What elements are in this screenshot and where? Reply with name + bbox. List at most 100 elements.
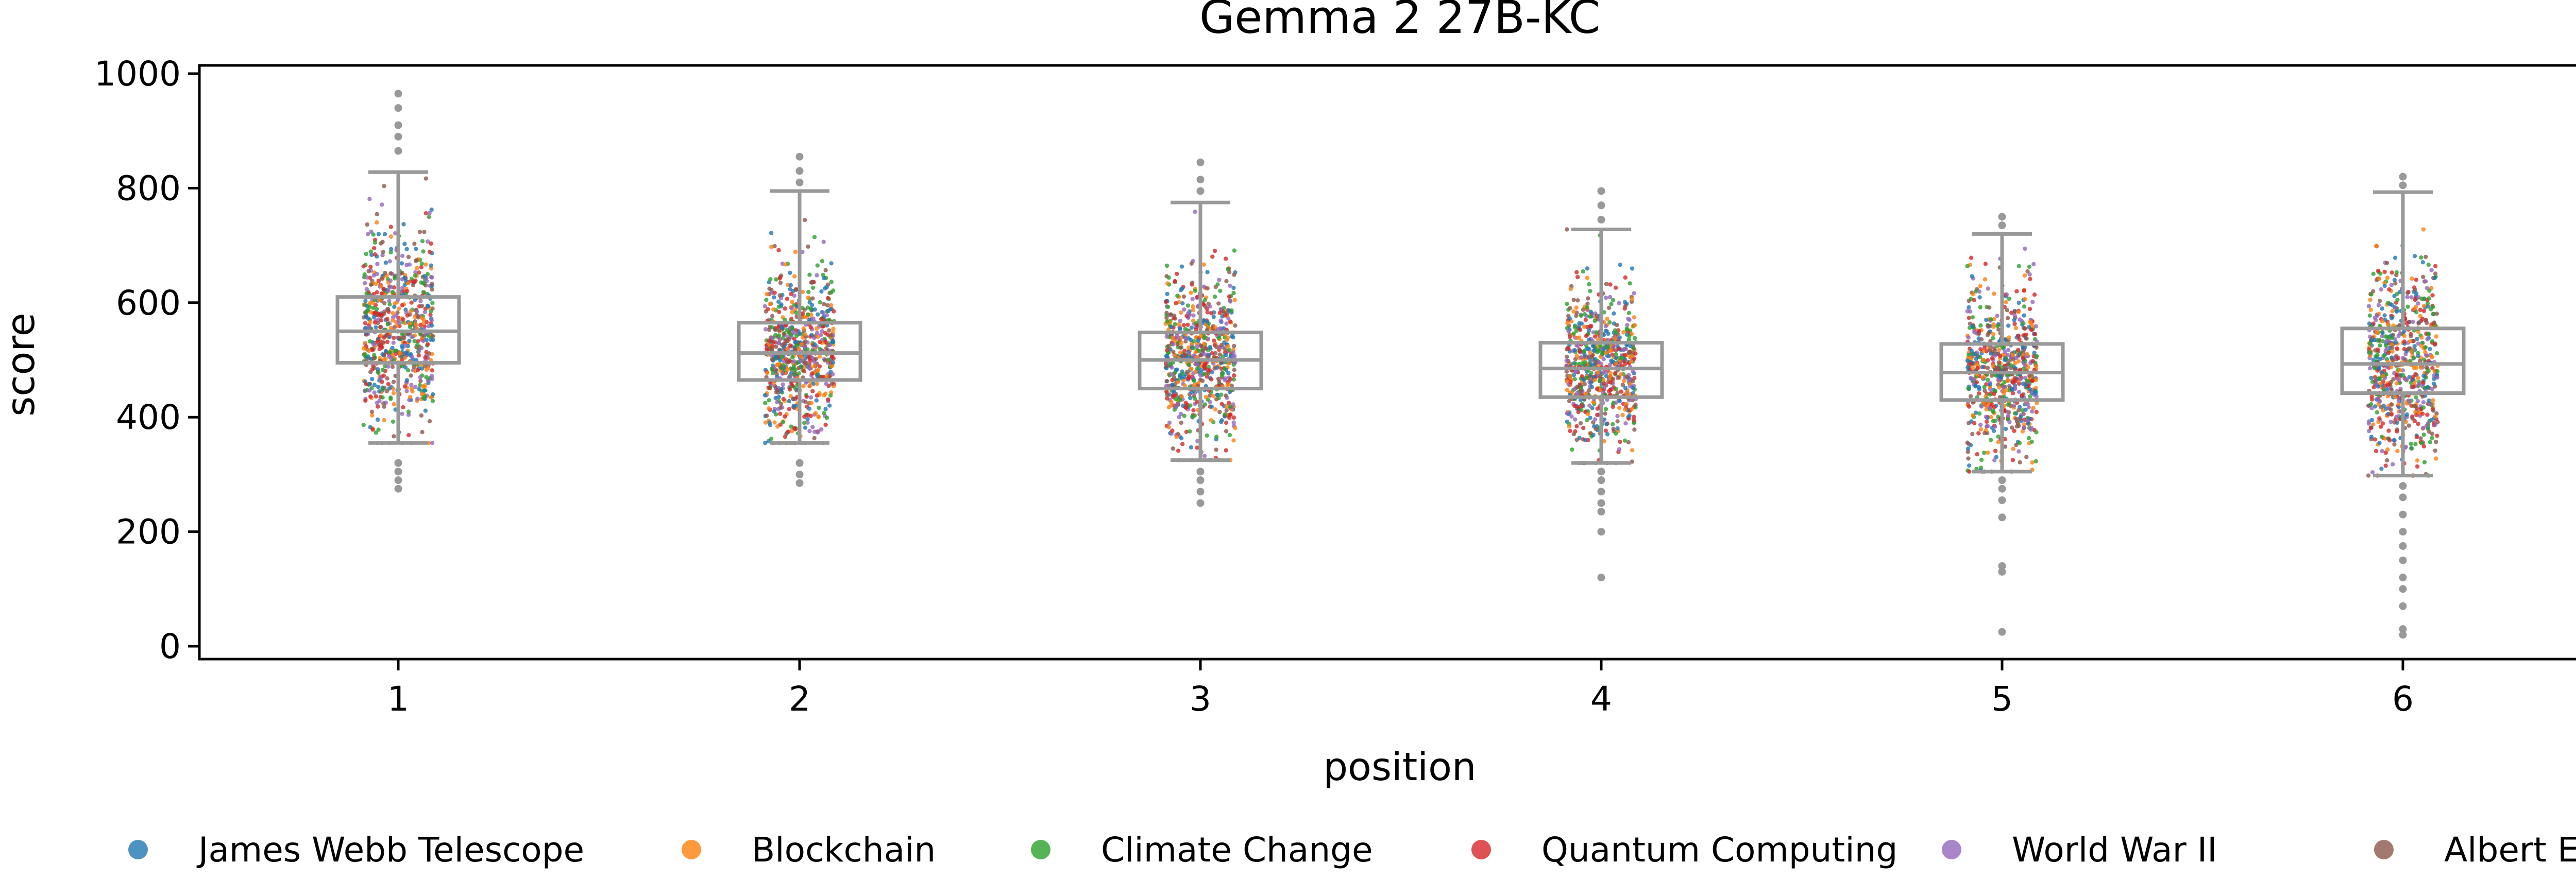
data-point xyxy=(1212,338,1216,343)
data-point xyxy=(1969,361,1973,366)
data-point xyxy=(777,328,782,333)
data-point xyxy=(369,409,375,414)
data-point xyxy=(2016,449,2021,454)
data-point xyxy=(815,331,820,335)
data-point xyxy=(2379,467,2384,471)
data-point xyxy=(1170,383,1175,387)
data-point xyxy=(782,332,786,336)
outlier-point xyxy=(394,132,402,141)
data-point xyxy=(1589,354,1595,359)
data-point xyxy=(1221,310,1226,315)
data-point xyxy=(1965,358,1970,363)
outlier-point xyxy=(2399,556,2407,564)
data-point xyxy=(1606,331,1611,336)
outlier-point xyxy=(2399,482,2407,490)
data-point xyxy=(1166,275,1171,280)
data-point xyxy=(1986,450,1990,455)
data-point xyxy=(1192,378,1197,383)
data-point xyxy=(2376,397,2381,402)
data-point xyxy=(2372,375,2378,379)
data-point xyxy=(2368,425,2373,430)
box-position-4 xyxy=(1538,187,1664,582)
chart-title: Gemma 2 27B-KC xyxy=(1199,0,1600,44)
data-point xyxy=(364,291,369,296)
data-point xyxy=(1173,353,1178,358)
data-point xyxy=(385,317,389,321)
data-point xyxy=(421,281,426,285)
data-point xyxy=(2411,385,2416,389)
box-position-5 xyxy=(1939,213,2065,636)
data-point xyxy=(1164,334,1169,339)
data-point xyxy=(1619,389,1623,394)
data-point xyxy=(2435,434,2439,438)
data-point xyxy=(1171,350,1176,354)
data-point xyxy=(767,338,772,343)
data-point xyxy=(2001,385,2006,390)
data-point xyxy=(2427,332,2431,336)
data-point xyxy=(2383,463,2388,468)
data-point xyxy=(409,300,414,305)
data-point xyxy=(817,364,822,369)
data-point xyxy=(1219,366,1224,371)
data-point xyxy=(419,265,424,270)
outlier-point xyxy=(1597,468,1605,476)
data-point xyxy=(831,326,836,331)
data-point xyxy=(1205,319,1210,324)
data-point xyxy=(1989,415,1994,420)
data-point xyxy=(1227,433,1232,438)
data-point xyxy=(1228,299,1233,304)
data-point xyxy=(772,420,777,425)
data-point xyxy=(388,271,393,276)
data-point xyxy=(781,396,786,402)
data-point xyxy=(1978,323,1983,328)
data-point xyxy=(376,404,380,409)
x-tick-label: 2 xyxy=(789,679,810,719)
data-point xyxy=(2401,373,2405,377)
data-point xyxy=(391,419,396,424)
data-point xyxy=(790,300,794,304)
outlier-point xyxy=(394,468,402,476)
data-point xyxy=(2033,364,2039,369)
data-point xyxy=(2389,302,2394,307)
data-point xyxy=(1614,330,1618,335)
data-point xyxy=(813,411,818,416)
data-point xyxy=(799,354,804,359)
data-point xyxy=(361,422,366,427)
data-point xyxy=(1224,256,1228,261)
data-point xyxy=(793,287,798,292)
data-point xyxy=(1582,382,1587,387)
data-point xyxy=(1582,312,1587,317)
data-point xyxy=(1987,305,1992,310)
data-point xyxy=(2430,432,2434,436)
data-point xyxy=(779,366,784,371)
data-point xyxy=(1232,368,1236,372)
data-point xyxy=(1617,405,1622,410)
data-point xyxy=(430,368,435,373)
data-point xyxy=(409,387,414,391)
data-point xyxy=(1578,421,1583,426)
data-point xyxy=(2394,381,2399,386)
data-point xyxy=(1205,310,1210,315)
data-point xyxy=(1208,393,1212,398)
data-point xyxy=(780,354,785,359)
data-point xyxy=(2397,323,2402,327)
data-point xyxy=(1581,269,1585,274)
data-point xyxy=(1986,286,1990,291)
data-point xyxy=(1572,403,1577,408)
outlier-point xyxy=(1196,488,1205,496)
data-point xyxy=(2393,305,2398,310)
data-point xyxy=(774,355,778,359)
data-point xyxy=(2395,372,2399,377)
data-point xyxy=(1179,310,1183,315)
data-point xyxy=(1614,431,1618,436)
data-point xyxy=(382,232,387,236)
data-point xyxy=(2388,379,2394,384)
data-point xyxy=(2427,288,2432,293)
data-point xyxy=(1172,313,1177,318)
legend: James Webb Telescope Blockchain Climate Ch… xyxy=(128,830,2576,870)
data-point xyxy=(401,317,405,322)
data-point xyxy=(1603,428,1608,433)
data-point xyxy=(1179,420,1183,425)
data-point xyxy=(1973,410,1978,415)
